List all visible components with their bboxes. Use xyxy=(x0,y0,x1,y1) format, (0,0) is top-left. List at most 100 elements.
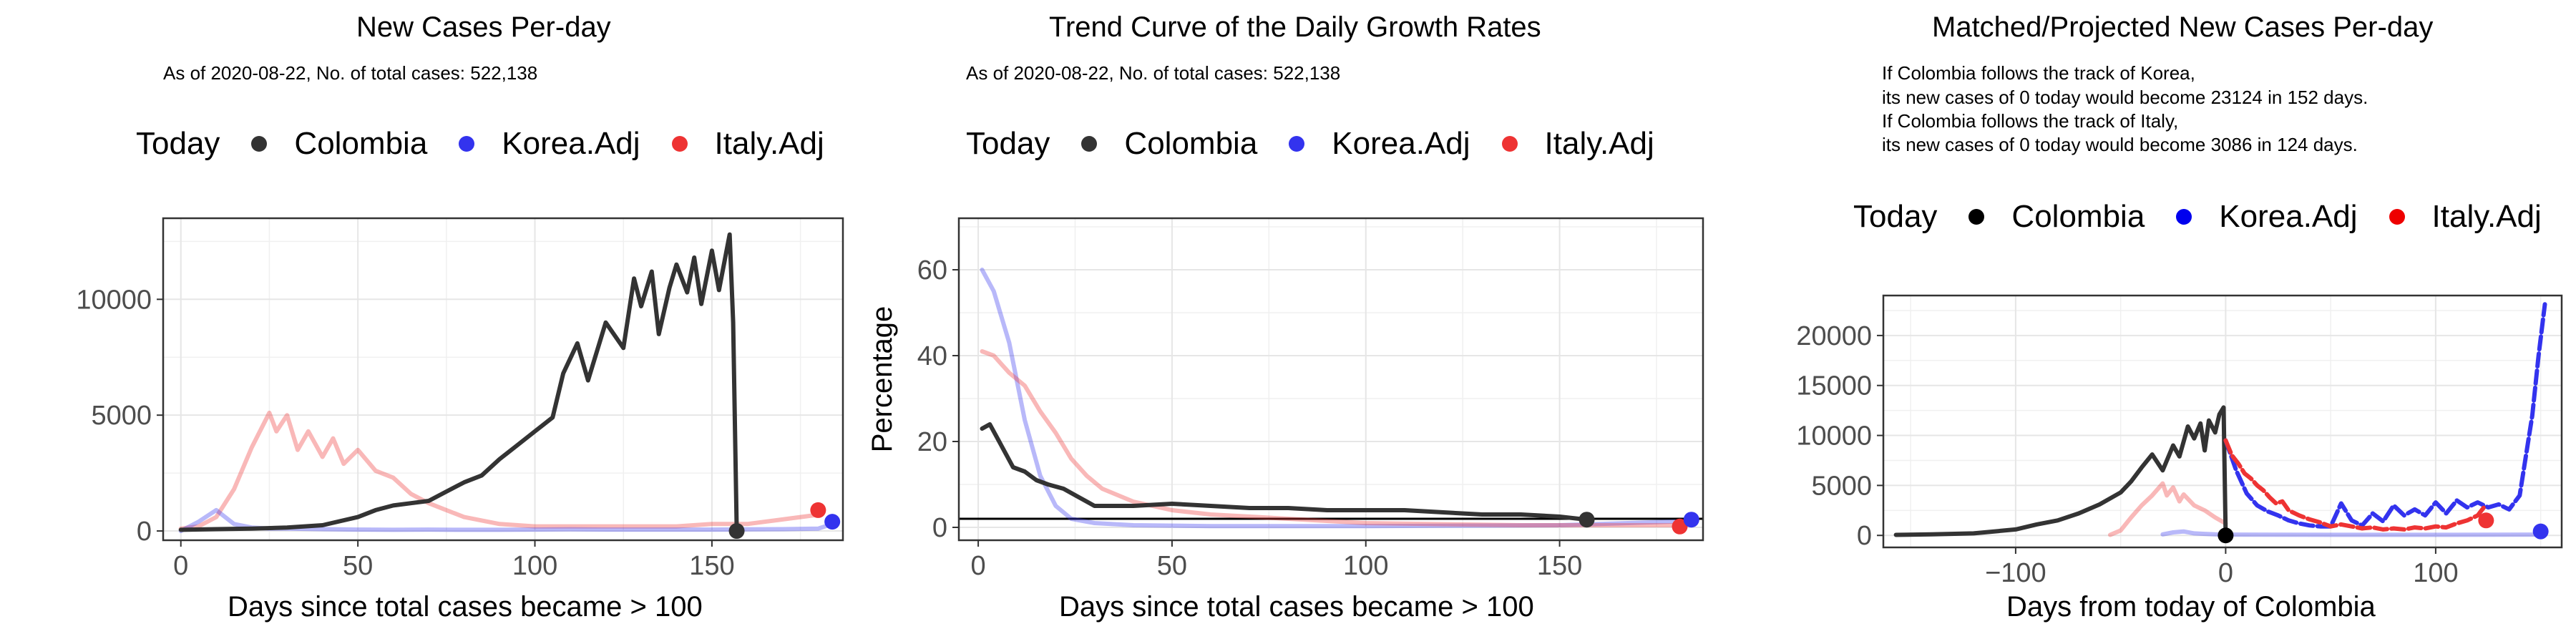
today-point-colombia xyxy=(1579,512,1595,528)
legend-dot-colombia xyxy=(1968,209,1985,225)
series-line-italy-adj xyxy=(980,349,1679,527)
today-point-korea-adj xyxy=(824,514,841,530)
legend-dot-colombia xyxy=(1081,136,1098,152)
legend-item-italy: Italy.Adj xyxy=(1501,126,1654,162)
panel-growth-rates: Trend Curve of the Daily Growth Rates As… xyxy=(859,0,1717,644)
legend-label: Italy.Adj xyxy=(714,126,824,161)
x-tick-label: 0 xyxy=(173,551,188,581)
series-group xyxy=(1893,302,2547,538)
legend-item-italy: Italy.Adj xyxy=(671,126,824,162)
x-tick-label: 150 xyxy=(1537,551,1582,581)
legend-title: Today xyxy=(136,126,220,161)
x-tick-label: 0 xyxy=(971,551,986,581)
y-tick-label: 20000 xyxy=(1796,321,1872,351)
legend-dot-italy xyxy=(2389,209,2405,225)
legend-item-colombia: Colombia xyxy=(1968,199,2145,235)
legend-item-korea: Korea.Adj xyxy=(459,126,640,162)
chart-plot-growth-rates: 0 50 100 150 0 20 40 60 Percentage xyxy=(867,217,1704,581)
x-axis-title: Days from today of Colombia xyxy=(2006,591,2376,623)
y-tick-label: 0 xyxy=(1857,521,1872,551)
chart-subtitle-line-2: its new cases of 0 today would become 23… xyxy=(1882,87,2368,108)
plot-background xyxy=(959,218,1703,540)
x-tick-label: 50 xyxy=(1157,551,1187,581)
chart-subtitle: As of 2020-08-22, No. of total cases: 52… xyxy=(966,62,1341,84)
x-tick-label: 150 xyxy=(689,551,734,581)
series-group xyxy=(980,268,1698,529)
today-point-italy-adj xyxy=(2478,512,2494,529)
series-line-korea-adj xyxy=(980,268,1698,529)
y-tick-label: 60 xyxy=(917,255,947,286)
plot-border xyxy=(162,217,844,542)
y-tick-label: 10000 xyxy=(1796,421,1872,452)
legend-label: Italy.Adj xyxy=(2431,199,2542,234)
x-tick-label: 100 xyxy=(2413,558,2458,588)
legend-item-korea: Korea.Adj xyxy=(2176,199,2358,235)
legend-label: Italy.Adj xyxy=(1544,126,1654,161)
legend-clip: Today Colombia Korea.Adj Italy.Adj xyxy=(959,122,1703,172)
legend-item-colombia: Colombia xyxy=(1081,126,1257,162)
plot-border xyxy=(1882,294,2563,549)
legend-label: Korea.Adj xyxy=(502,126,640,161)
y-axis-title: Percentage xyxy=(867,306,898,453)
legend-clip: Today Colombia Korea.Adj Italy.Adj xyxy=(129,122,859,172)
legend-label: Colombia xyxy=(1124,126,1258,161)
series-line-colombia xyxy=(178,232,739,534)
x-axis-title: Days since total cases became > 100 xyxy=(1059,591,1534,623)
y-tick-label: 40 xyxy=(917,341,947,371)
series-line-colombia xyxy=(1893,405,2228,538)
x-axis-title: Days since total cases became > 100 xyxy=(228,591,703,623)
y-tick-label: 0 xyxy=(137,517,152,547)
chart-subtitle-line-1: If Colombia follows the track of Korea, xyxy=(1882,62,2195,84)
series-line-korea-adj-matched- xyxy=(2160,529,2543,537)
legend: Today Colombia Korea.Adj Italy.Adj xyxy=(966,126,1686,162)
plot-area: −100 0 100 0 5000 10000 15000 20000 xyxy=(1796,296,2562,588)
series-line-korea-adj-projected- xyxy=(2223,302,2547,529)
y-tick-label: 0 xyxy=(932,513,947,543)
series-line-italy-adj-matched- xyxy=(2108,481,2228,537)
legend-clip: Today Colombia Korea.Adj Italy.Adj xyxy=(1846,195,2576,245)
legend-title: Today xyxy=(966,126,1050,161)
today-point-korea-adj xyxy=(1683,512,1699,528)
plot-border xyxy=(957,217,1704,542)
series-group xyxy=(178,232,835,534)
today-point-colombia xyxy=(2218,527,2234,544)
series-line-italy-adj xyxy=(178,410,821,531)
legend-label: Korea.Adj xyxy=(2219,199,2358,234)
legend-dot-italy xyxy=(671,136,688,152)
panel-projected: Matched/Projected New Cases Per-day If C… xyxy=(1717,0,2576,644)
chart-title: Matched/Projected New Cases Per-day xyxy=(1932,11,2434,43)
legend-title: Today xyxy=(1853,199,1938,234)
y-tick-label: 15000 xyxy=(1796,371,1872,401)
y-tick-label: 10000 xyxy=(76,285,152,315)
legend-dot-korea xyxy=(459,136,475,152)
x-tick-label: 100 xyxy=(512,551,557,581)
chart-subtitle: As of 2020-08-22, No. of total cases: 52… xyxy=(163,62,538,84)
x-tick-label: 0 xyxy=(2218,558,2233,588)
legend-label: Korea.Adj xyxy=(1332,126,1470,161)
legend-dot-italy xyxy=(1501,136,1518,152)
legend-item-italy: Italy.Adj xyxy=(2389,199,2542,235)
chart-plot-new-cases: 0 50 100 150 0 5000 10000 xyxy=(76,217,844,581)
legend: Today Colombia Korea.Adj Italy.Adj xyxy=(136,126,856,162)
chart-title: Trend Curve of the Daily Growth Rates xyxy=(1049,11,1541,43)
x-tick-label: −100 xyxy=(1985,558,2046,588)
today-point-korea-adj xyxy=(2532,523,2549,540)
panel-new-cases: New Cases Per-day As of 2020-08-22, No. … xyxy=(0,0,859,644)
y-tick-label: 5000 xyxy=(91,401,152,431)
x-tick-label: 100 xyxy=(1343,551,1388,581)
today-point-colombia xyxy=(728,523,745,540)
legend-dot-colombia xyxy=(251,136,268,152)
legend-label: Colombia xyxy=(2011,199,2145,234)
series-line-korea-adj xyxy=(178,507,835,534)
chart-subtitle-line-4: its new cases of 0 today would become 30… xyxy=(1882,134,2358,155)
legend-item-korea: Korea.Adj xyxy=(1289,126,1470,162)
legend-dot-korea xyxy=(2176,209,2192,225)
plot-area: 0 50 100 150 0 20 40 60 xyxy=(917,218,1703,581)
y-tick-label: 20 xyxy=(917,427,947,457)
legend-item-colombia: Colombia xyxy=(251,126,427,162)
plot-background xyxy=(163,218,843,540)
today-point-italy-adj xyxy=(1672,518,1688,535)
chart-subtitle-line-3: If Colombia follows the track of Italy, xyxy=(1882,110,2179,132)
y-tick-label: 5000 xyxy=(1811,471,1872,501)
series-line-colombia xyxy=(980,422,1589,522)
